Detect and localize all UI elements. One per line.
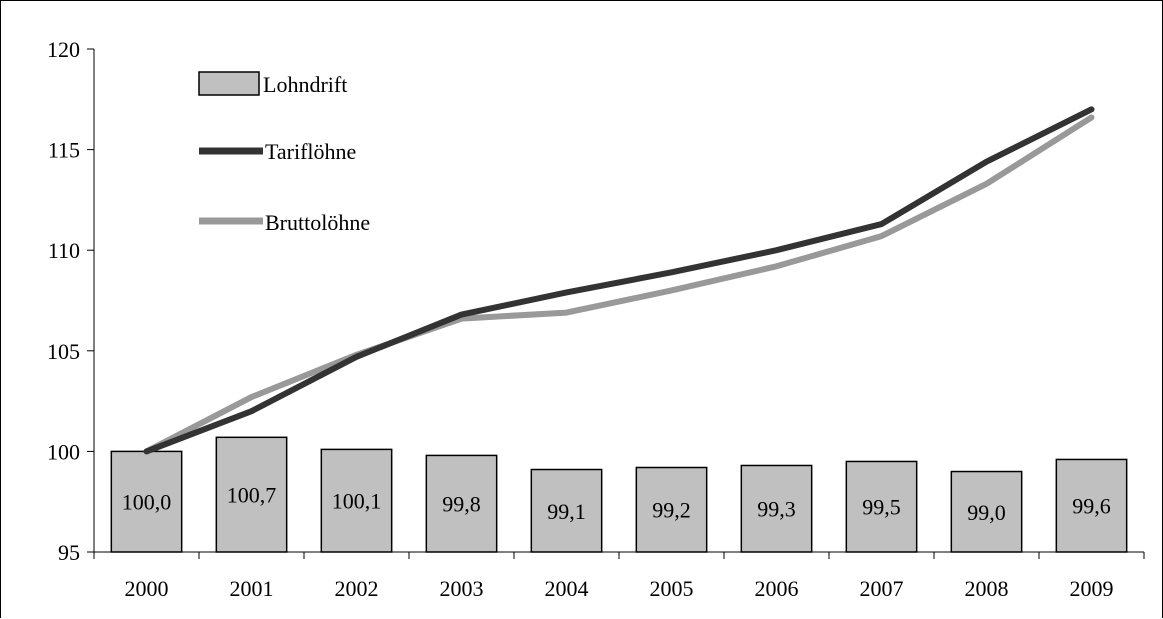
bar-label-2007: 99,5 bbox=[862, 495, 901, 520]
y-tick-label-105: 105 bbox=[47, 339, 80, 364]
bar-2002 bbox=[320, 448, 393, 553]
x-tick-label-2002: 2002 bbox=[335, 576, 379, 601]
x-tick-label-2007: 2007 bbox=[860, 576, 904, 601]
x-tick-label-2006: 2006 bbox=[755, 576, 799, 601]
legend-swatch-lohndrift bbox=[198, 71, 260, 96]
bar-label-2002: 100,1 bbox=[332, 489, 382, 514]
y-tick-label-110: 110 bbox=[48, 238, 80, 263]
bar-label-2004: 99,1 bbox=[547, 499, 586, 524]
bar-2007 bbox=[845, 460, 918, 553]
lines-layer bbox=[143, 106, 1095, 455]
axes-layer: 95 100 105 110 115 120 2000 2001 2002 2003 2004 200… bbox=[47, 37, 1145, 601]
x-tick-label-2009: 2009 bbox=[1070, 576, 1114, 601]
bar-2005 bbox=[635, 466, 708, 553]
y-tick-label-95: 95 bbox=[58, 540, 80, 565]
x-tick-label-2004: 2004 bbox=[545, 576, 589, 601]
x-tick-label-2000: 2000 bbox=[125, 576, 169, 601]
bar-label-2005: 99,2 bbox=[652, 498, 691, 523]
y-tick-label-120: 120 bbox=[47, 37, 80, 62]
y-tick-label-115: 115 bbox=[48, 138, 80, 163]
legend-label-tarifloehne: Tariflöhne bbox=[265, 139, 356, 164]
x-tick-label-2001: 2001 bbox=[230, 576, 274, 601]
x-tick-label-2008: 2008 bbox=[965, 576, 1009, 601]
bar-label-2001: 100,7 bbox=[227, 483, 277, 508]
bar-label-2009: 99,6 bbox=[1072, 494, 1111, 519]
bar-label-2003: 99,8 bbox=[442, 492, 481, 517]
legend-label-lohndrift: Lohndrift bbox=[263, 72, 347, 97]
line-bruttoloehne bbox=[143, 114, 1095, 455]
bar-label-2000: 100,0 bbox=[122, 490, 172, 515]
x-tick-label-2003: 2003 bbox=[440, 576, 484, 601]
bar-label-2008: 99,0 bbox=[967, 500, 1006, 525]
y-tick-label-100: 100 bbox=[47, 439, 80, 464]
x-tick-label-2005: 2005 bbox=[650, 576, 694, 601]
legend: Lohndrift Tariflöhne Bruttolöhne bbox=[198, 71, 370, 235]
bar-label-2006: 99,3 bbox=[757, 497, 796, 522]
bars-layer: 100,0 100,7 100,1 99,8 99,1 99,2 99,3 99,5 99,0 9… bbox=[110, 436, 1128, 553]
line-tarifloehne bbox=[143, 106, 1095, 455]
bar-2000 bbox=[110, 450, 183, 553]
bar-2001 bbox=[215, 436, 288, 553]
bar-2003 bbox=[425, 454, 498, 553]
legend-label-bruttoloehne: Bruttolöhne bbox=[265, 210, 370, 235]
bar-2009 bbox=[1055, 458, 1128, 553]
